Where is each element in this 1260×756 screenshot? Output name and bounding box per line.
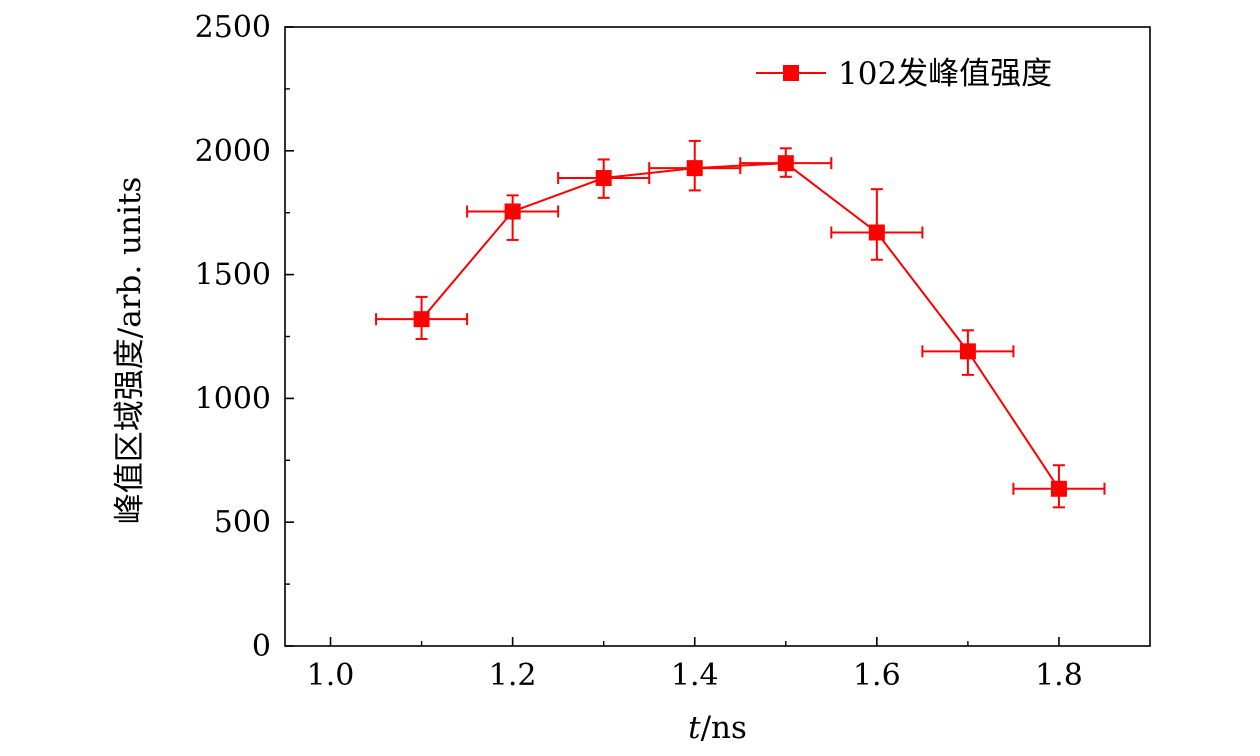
y-tick-label: 2500 bbox=[195, 10, 271, 45]
y-tick-label: 1000 bbox=[195, 381, 271, 416]
data-point bbox=[959, 343, 976, 360]
plot-frame bbox=[284, 26, 1151, 647]
data-point bbox=[1050, 480, 1067, 497]
x-axis-title: t/ns bbox=[688, 710, 747, 746]
x-axis-title-var: t bbox=[688, 710, 701, 746]
x-tick-label: 1.2 bbox=[489, 658, 537, 693]
data-point bbox=[868, 224, 885, 241]
x-tick-label: 1.0 bbox=[307, 658, 355, 693]
y-tick-label: 500 bbox=[214, 505, 271, 540]
y-axis-title: 峰值区域强度/arb. units bbox=[112, 177, 148, 525]
y-tick-label: 0 bbox=[252, 629, 271, 664]
plot-border bbox=[284, 26, 1151, 647]
data-point bbox=[777, 155, 794, 172]
x-tick-label: 1.6 bbox=[853, 658, 901, 693]
data-point bbox=[504, 203, 521, 220]
y-tick-label: 2000 bbox=[195, 134, 271, 169]
x-axis-title-unit: /ns bbox=[701, 710, 747, 746]
x-tick-label: 1.4 bbox=[671, 658, 719, 693]
data-point bbox=[595, 170, 612, 187]
y-tick-label: 1500 bbox=[195, 258, 271, 293]
legend-marker-swatch bbox=[783, 65, 799, 81]
legend-label: 102发峰值强度 bbox=[838, 56, 1052, 92]
series-layer bbox=[375, 139, 1106, 509]
x-axis: 1.0 1.2 1.4 1.6 1.8 bbox=[307, 637, 1083, 693]
data-point bbox=[686, 160, 703, 177]
y-axis: 0 500 1000 1500 2000 2500 bbox=[195, 10, 294, 664]
legend: 102发峰值强度 bbox=[756, 56, 1052, 92]
x-tick-label: 1.8 bbox=[1035, 658, 1083, 693]
data-point bbox=[413, 311, 430, 328]
